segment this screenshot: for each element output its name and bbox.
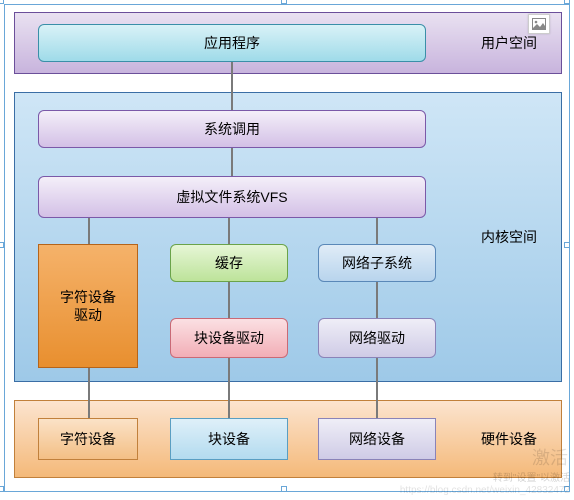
node-char-dev: 字符设备 bbox=[38, 418, 138, 460]
selection-handle bbox=[0, 486, 4, 492]
selection-handle bbox=[564, 0, 570, 4]
connector bbox=[376, 358, 378, 418]
node-blk-dev: 块设备 bbox=[170, 418, 288, 460]
container-label: 用户空间 bbox=[473, 33, 545, 53]
connector bbox=[228, 218, 230, 244]
selection-handle bbox=[281, 486, 287, 492]
connector bbox=[231, 62, 233, 110]
node-net-sub: 网络子系统 bbox=[318, 244, 436, 282]
connector bbox=[88, 368, 90, 418]
connector bbox=[376, 218, 378, 244]
watermark-hint: 转到"设置"以激活 bbox=[493, 469, 570, 484]
selection-handle bbox=[281, 0, 287, 4]
connector bbox=[231, 148, 233, 176]
node-char-drv: 字符设备 驱动 bbox=[38, 244, 138, 368]
node-app: 应用程序 bbox=[38, 24, 426, 62]
node-blk-drv: 块设备驱动 bbox=[170, 318, 288, 358]
watermark-url: https://blog.csdn.net/weixin_42832472 bbox=[400, 485, 570, 496]
connector bbox=[88, 218, 90, 244]
image-icon bbox=[528, 14, 550, 34]
node-net-drv: 网络驱动 bbox=[318, 318, 436, 358]
container-label: 内核空间 bbox=[473, 227, 545, 247]
selection-handle bbox=[0, 0, 4, 4]
node-cache: 缓存 bbox=[170, 244, 288, 282]
watermark-activate: 激活 bbox=[532, 444, 568, 470]
node-vfs: 虚拟文件系统VFS bbox=[38, 176, 426, 218]
connector bbox=[228, 282, 230, 318]
node-syscall: 系统调用 bbox=[38, 110, 426, 148]
selection-handle bbox=[564, 242, 570, 248]
connector bbox=[376, 282, 378, 318]
selection-handle bbox=[0, 242, 4, 248]
node-net-dev: 网络设备 bbox=[318, 418, 436, 460]
connector bbox=[228, 358, 230, 418]
